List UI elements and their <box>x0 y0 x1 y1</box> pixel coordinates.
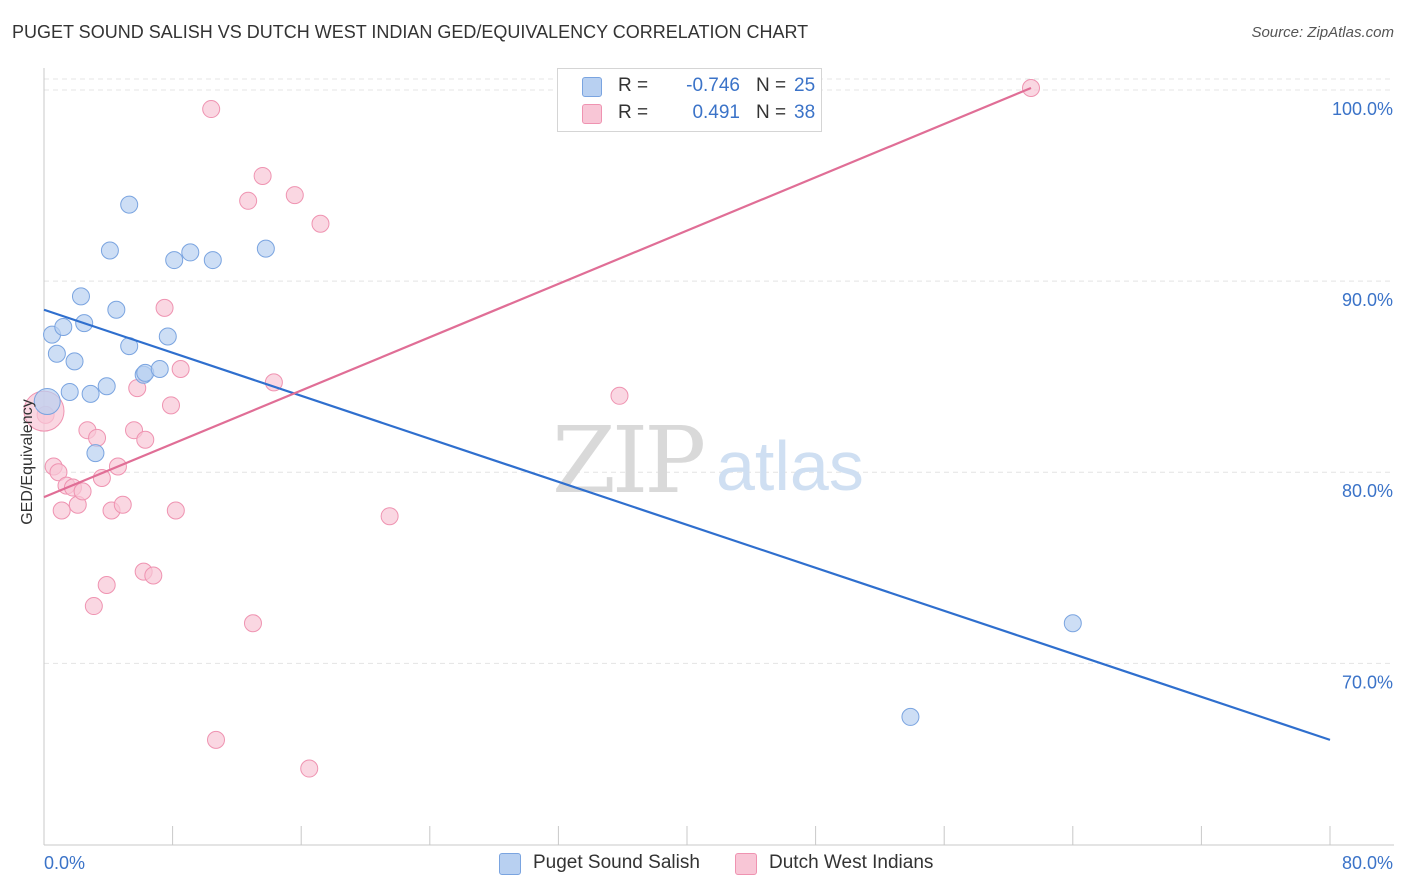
legend-swatch-pink <box>582 104 602 124</box>
data-point-blue <box>120 195 139 214</box>
data-point-blue <box>181 243 200 262</box>
grid-lines <box>44 78 1394 664</box>
n-value: 25 <box>794 75 816 96</box>
y-tick-label: 80.0% <box>1342 481 1393 501</box>
data-point-pink <box>136 430 155 449</box>
trend-line-blue <box>43 308 1331 741</box>
data-point-blue <box>65 352 84 371</box>
data-point-blue <box>54 317 73 336</box>
x-tick-label-min: 0.0% <box>44 853 85 873</box>
watermark: ZIP atlas <box>552 407 864 514</box>
data-point-pink <box>97 576 116 595</box>
data-point-blue <box>47 344 66 363</box>
data-point-pink <box>311 214 330 233</box>
r-label: R = <box>618 75 649 96</box>
data-point-blue <box>97 377 116 396</box>
axes <box>43 68 1394 846</box>
r-label: R = <box>618 102 649 123</box>
data-point-blue <box>71 287 90 306</box>
data-point-pink <box>171 360 190 379</box>
data-point-blue <box>60 382 79 401</box>
x-tick-label-max: 80.0% <box>1342 853 1393 873</box>
data-point-blue <box>81 384 100 403</box>
data-point-blue <box>86 444 105 463</box>
n-label: N = <box>756 75 787 96</box>
trend-line-pink <box>43 87 1032 499</box>
data-point-pink <box>300 759 319 778</box>
data-point-pink <box>243 614 262 633</box>
watermark-zip: ZIP <box>552 407 703 514</box>
data-point-pink <box>84 597 103 616</box>
data-point-blue <box>33 388 61 416</box>
data-point-pink <box>88 428 107 447</box>
r-value: 0.491 <box>692 102 740 123</box>
data-point-pink <box>49 463 68 482</box>
legend-swatch-blue <box>499 853 521 875</box>
legend-swatch-pink <box>735 853 757 875</box>
data-point-pink <box>264 373 283 392</box>
r-value: -0.746 <box>686 75 740 96</box>
n-value: 38 <box>794 102 816 123</box>
data-point-pink <box>202 100 221 119</box>
data-point-blue <box>100 241 119 260</box>
correlation-legend: R = -0.746 N = 25 R = 0.491 N = 38 <box>557 68 822 132</box>
x-tick-labels: 0.0% 80.0% <box>44 853 1393 873</box>
data-point-pink <box>207 730 226 749</box>
series-dutch-west-indians-points <box>23 79 1041 778</box>
legend-swatch-blue <box>582 77 602 97</box>
legend-label: Puget Sound Salish <box>533 852 700 873</box>
data-point-blue <box>256 239 275 258</box>
data-point-blue <box>150 360 169 379</box>
y-tick-labels: 70.0% 80.0% 90.0% 100.0% <box>1332 99 1393 692</box>
data-point-blue <box>165 251 184 270</box>
data-point-blue <box>901 707 920 726</box>
y-tick-label: 90.0% <box>1342 290 1393 310</box>
watermark-atlas: atlas <box>716 427 864 505</box>
data-point-pink <box>610 386 629 405</box>
data-point-pink <box>73 482 92 501</box>
series-puget-sound-salish-points <box>33 195 1082 726</box>
y-tick-label: 70.0% <box>1342 672 1393 692</box>
trend-lines <box>43 87 1331 741</box>
series-legend: Puget Sound Salish Dutch West Indians <box>0 852 1406 878</box>
chart-title: PUGET SOUND SALISH VS DUTCH WEST INDIAN … <box>12 22 809 42</box>
data-point-blue <box>158 327 177 346</box>
data-point-pink <box>155 298 174 317</box>
data-point-pink <box>166 501 185 520</box>
data-point-pink <box>52 501 71 520</box>
n-label: N = <box>756 102 787 123</box>
data-point-pink <box>144 566 163 585</box>
data-point-blue <box>1063 614 1082 633</box>
data-point-pink <box>113 495 132 514</box>
data-point-pink <box>161 396 180 415</box>
source-label: Source: ZipAtlas.com <box>1251 24 1394 41</box>
data-point-pink <box>239 191 258 210</box>
data-point-pink <box>285 186 304 205</box>
y-axis-label: GED/Equivalency <box>19 399 36 525</box>
data-point-blue <box>107 300 126 319</box>
data-point-blue <box>203 251 222 270</box>
y-tick-label: 100.0% <box>1332 99 1393 119</box>
data-point-pink <box>253 166 272 185</box>
data-point-pink <box>380 507 399 526</box>
legend-label: Dutch West Indians <box>769 852 934 873</box>
